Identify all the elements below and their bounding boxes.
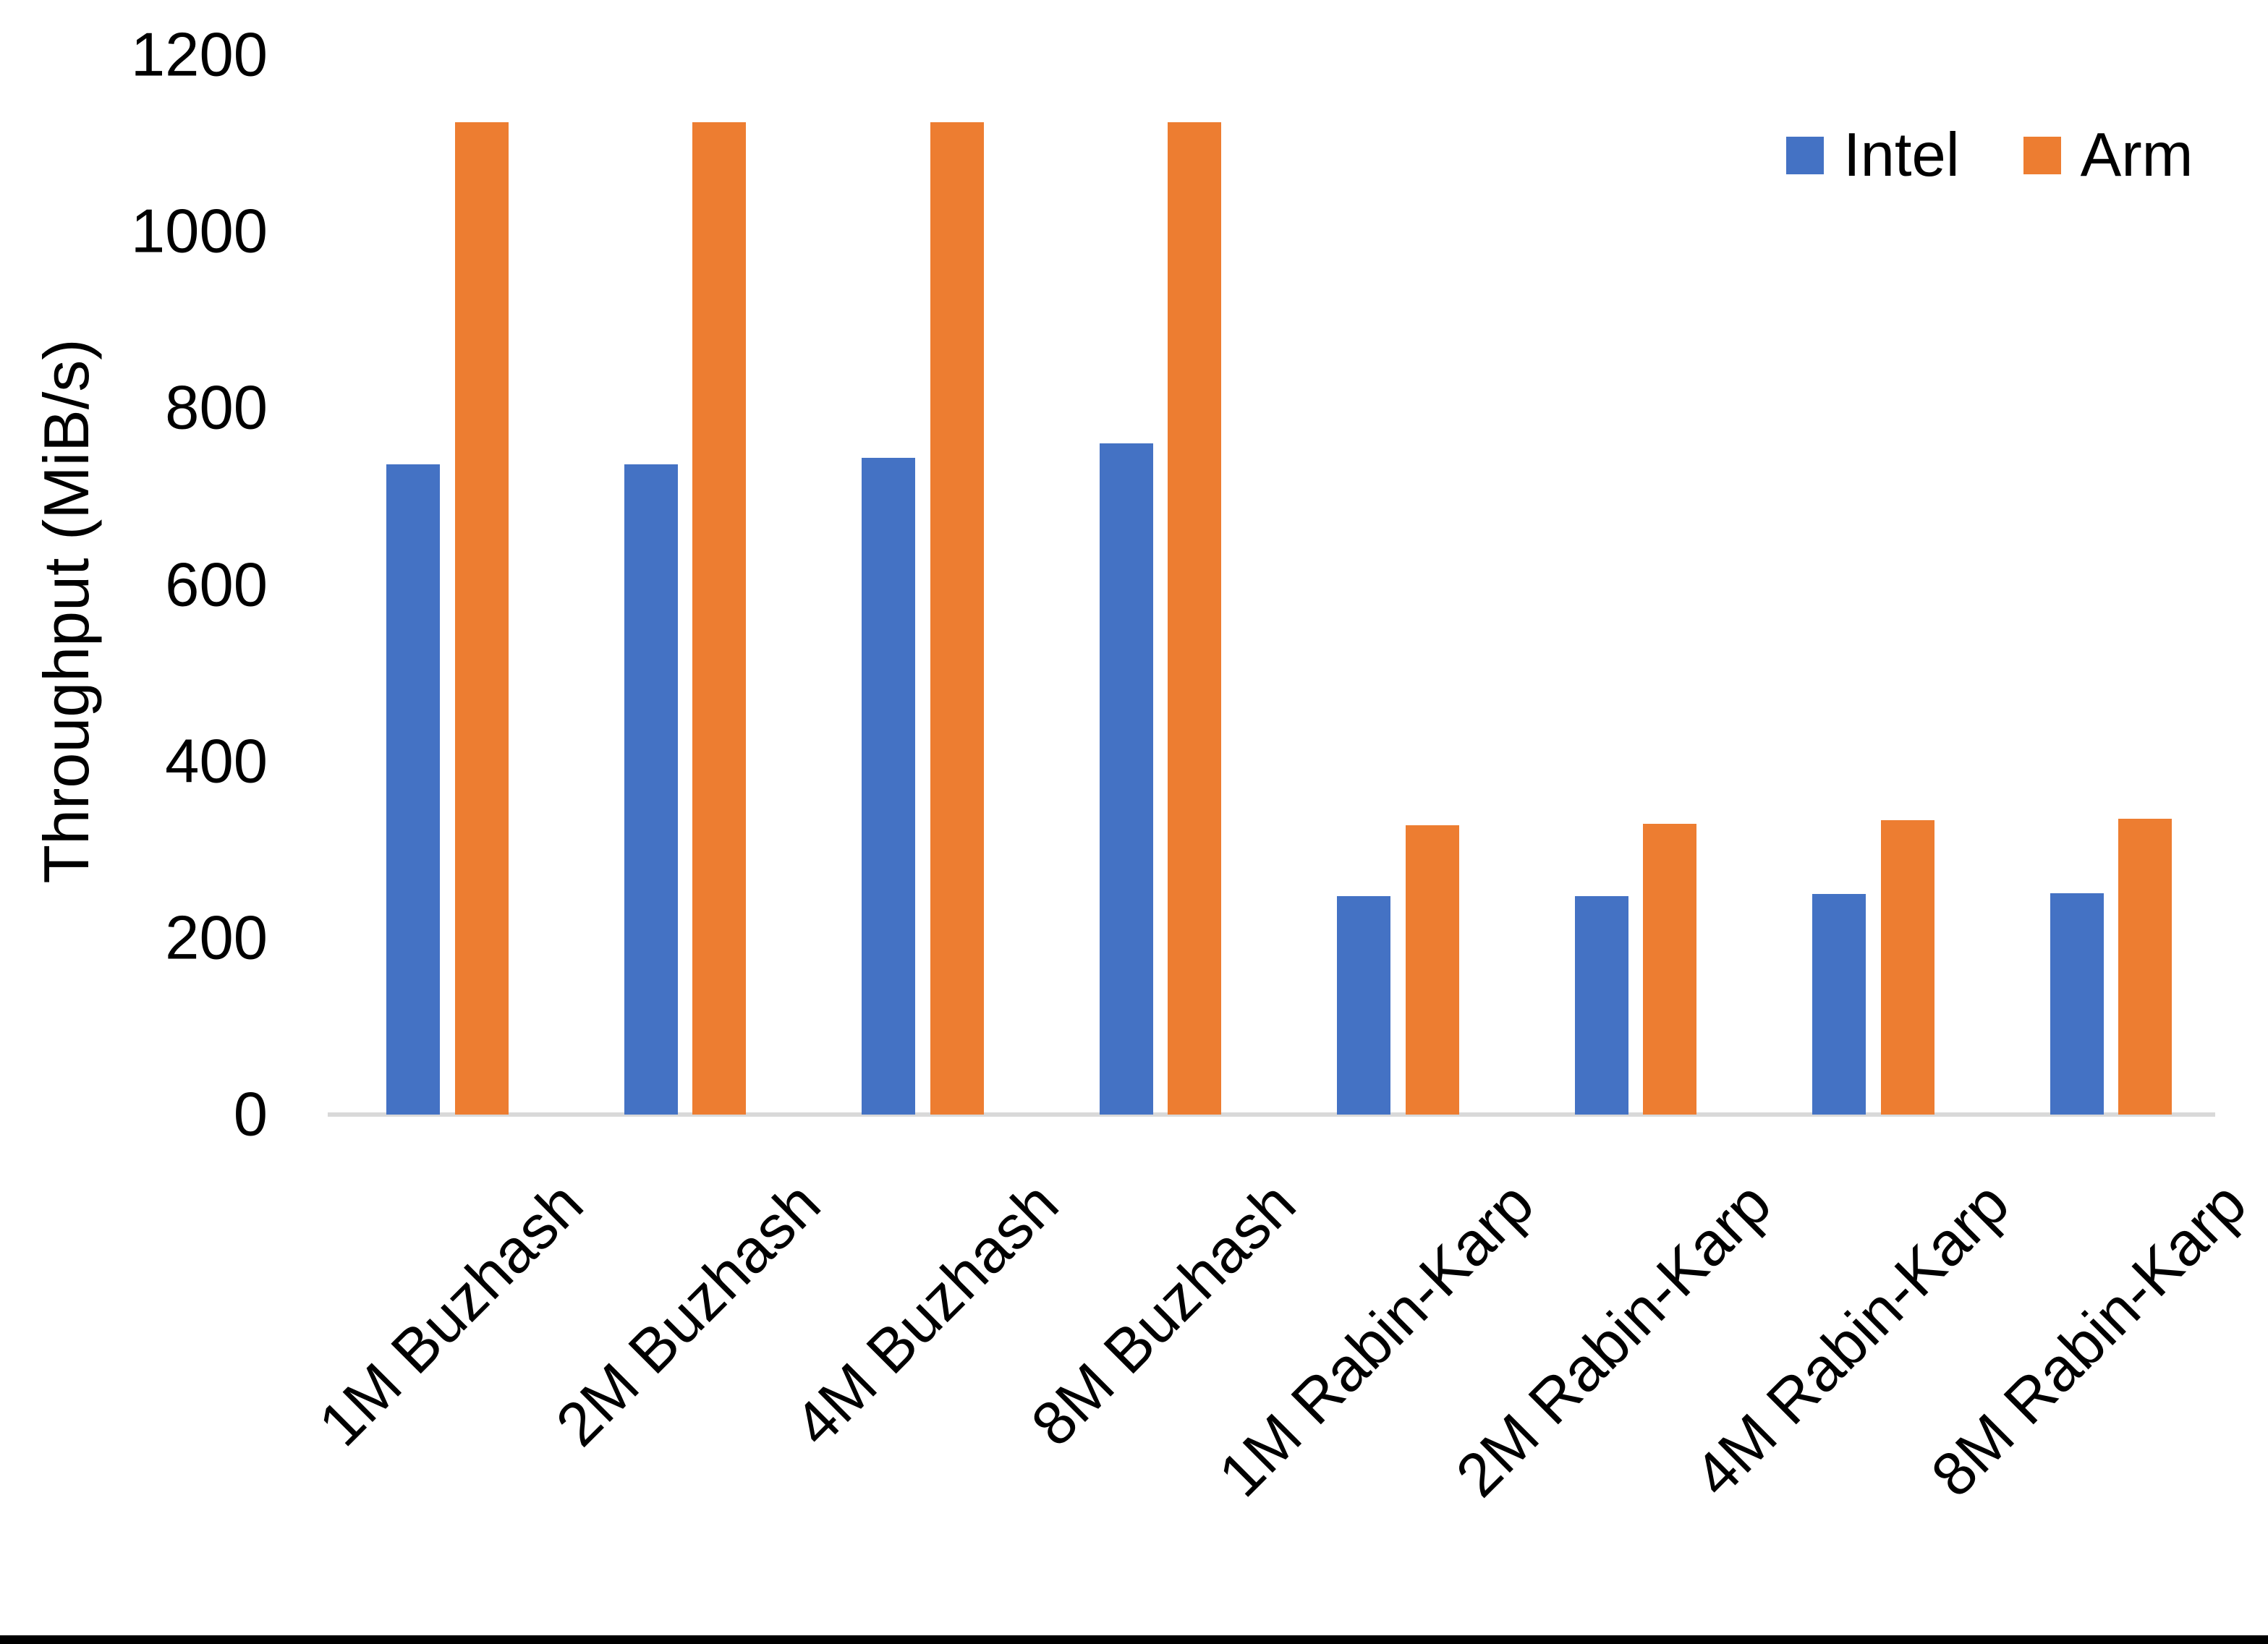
bar-arm-8m-buzhash: [1168, 122, 1221, 1115]
bar-intel-2m-buzhash: [624, 464, 678, 1115]
bar-arm-2m-buzhash: [692, 122, 746, 1115]
bar-arm-8m-rabin-karp: [2118, 819, 2172, 1115]
y-tick-label-600: 600: [165, 550, 268, 619]
legend-item-intel: Intel: [1786, 124, 1960, 186]
bar-arm-2m-rabin-karp: [1643, 824, 1696, 1115]
y-tick-label-800: 800: [165, 373, 268, 443]
y-tick-label-200: 200: [165, 903, 268, 973]
y-tick-label-400: 400: [165, 727, 268, 796]
legend: Intel Arm: [1786, 124, 2193, 186]
x-axis-line: [328, 1112, 2215, 1117]
arm-series-swatch: [2023, 136, 2061, 174]
bar-intel-8m-buzhash: [1099, 443, 1153, 1115]
bar-arm-4m-buzhash: [930, 122, 984, 1115]
bar-arm-1m-rabin-karp: [1405, 825, 1459, 1115]
bar-intel-1m-buzhash: [386, 464, 440, 1115]
legend-label-intel: Intel: [1843, 121, 1960, 189]
bar-intel-8m-rabin-karp: [2050, 893, 2104, 1115]
bar-intel-2m-rabin-karp: [1574, 896, 1628, 1115]
legend-label-arm: Arm: [2080, 121, 2193, 189]
intel-series-swatch: [1786, 136, 1824, 174]
bar-intel-4m-buzhash: [862, 457, 915, 1115]
bar-arm-4m-rabin-karp: [1880, 820, 1934, 1115]
bottom-border-strip: [0, 1635, 2268, 1644]
legend-item-arm: Arm: [2023, 124, 2193, 186]
y-tick-label-1000: 1000: [130, 197, 268, 266]
y-tick-label-1200: 1200: [130, 20, 268, 90]
y-tick-label-0: 0: [233, 1080, 268, 1149]
bar-arm-1m-buzhash: [454, 122, 509, 1115]
bar-intel-1m-rabin-karp: [1337, 896, 1390, 1115]
bar-intel-4m-rabin-karp: [1812, 893, 1866, 1115]
